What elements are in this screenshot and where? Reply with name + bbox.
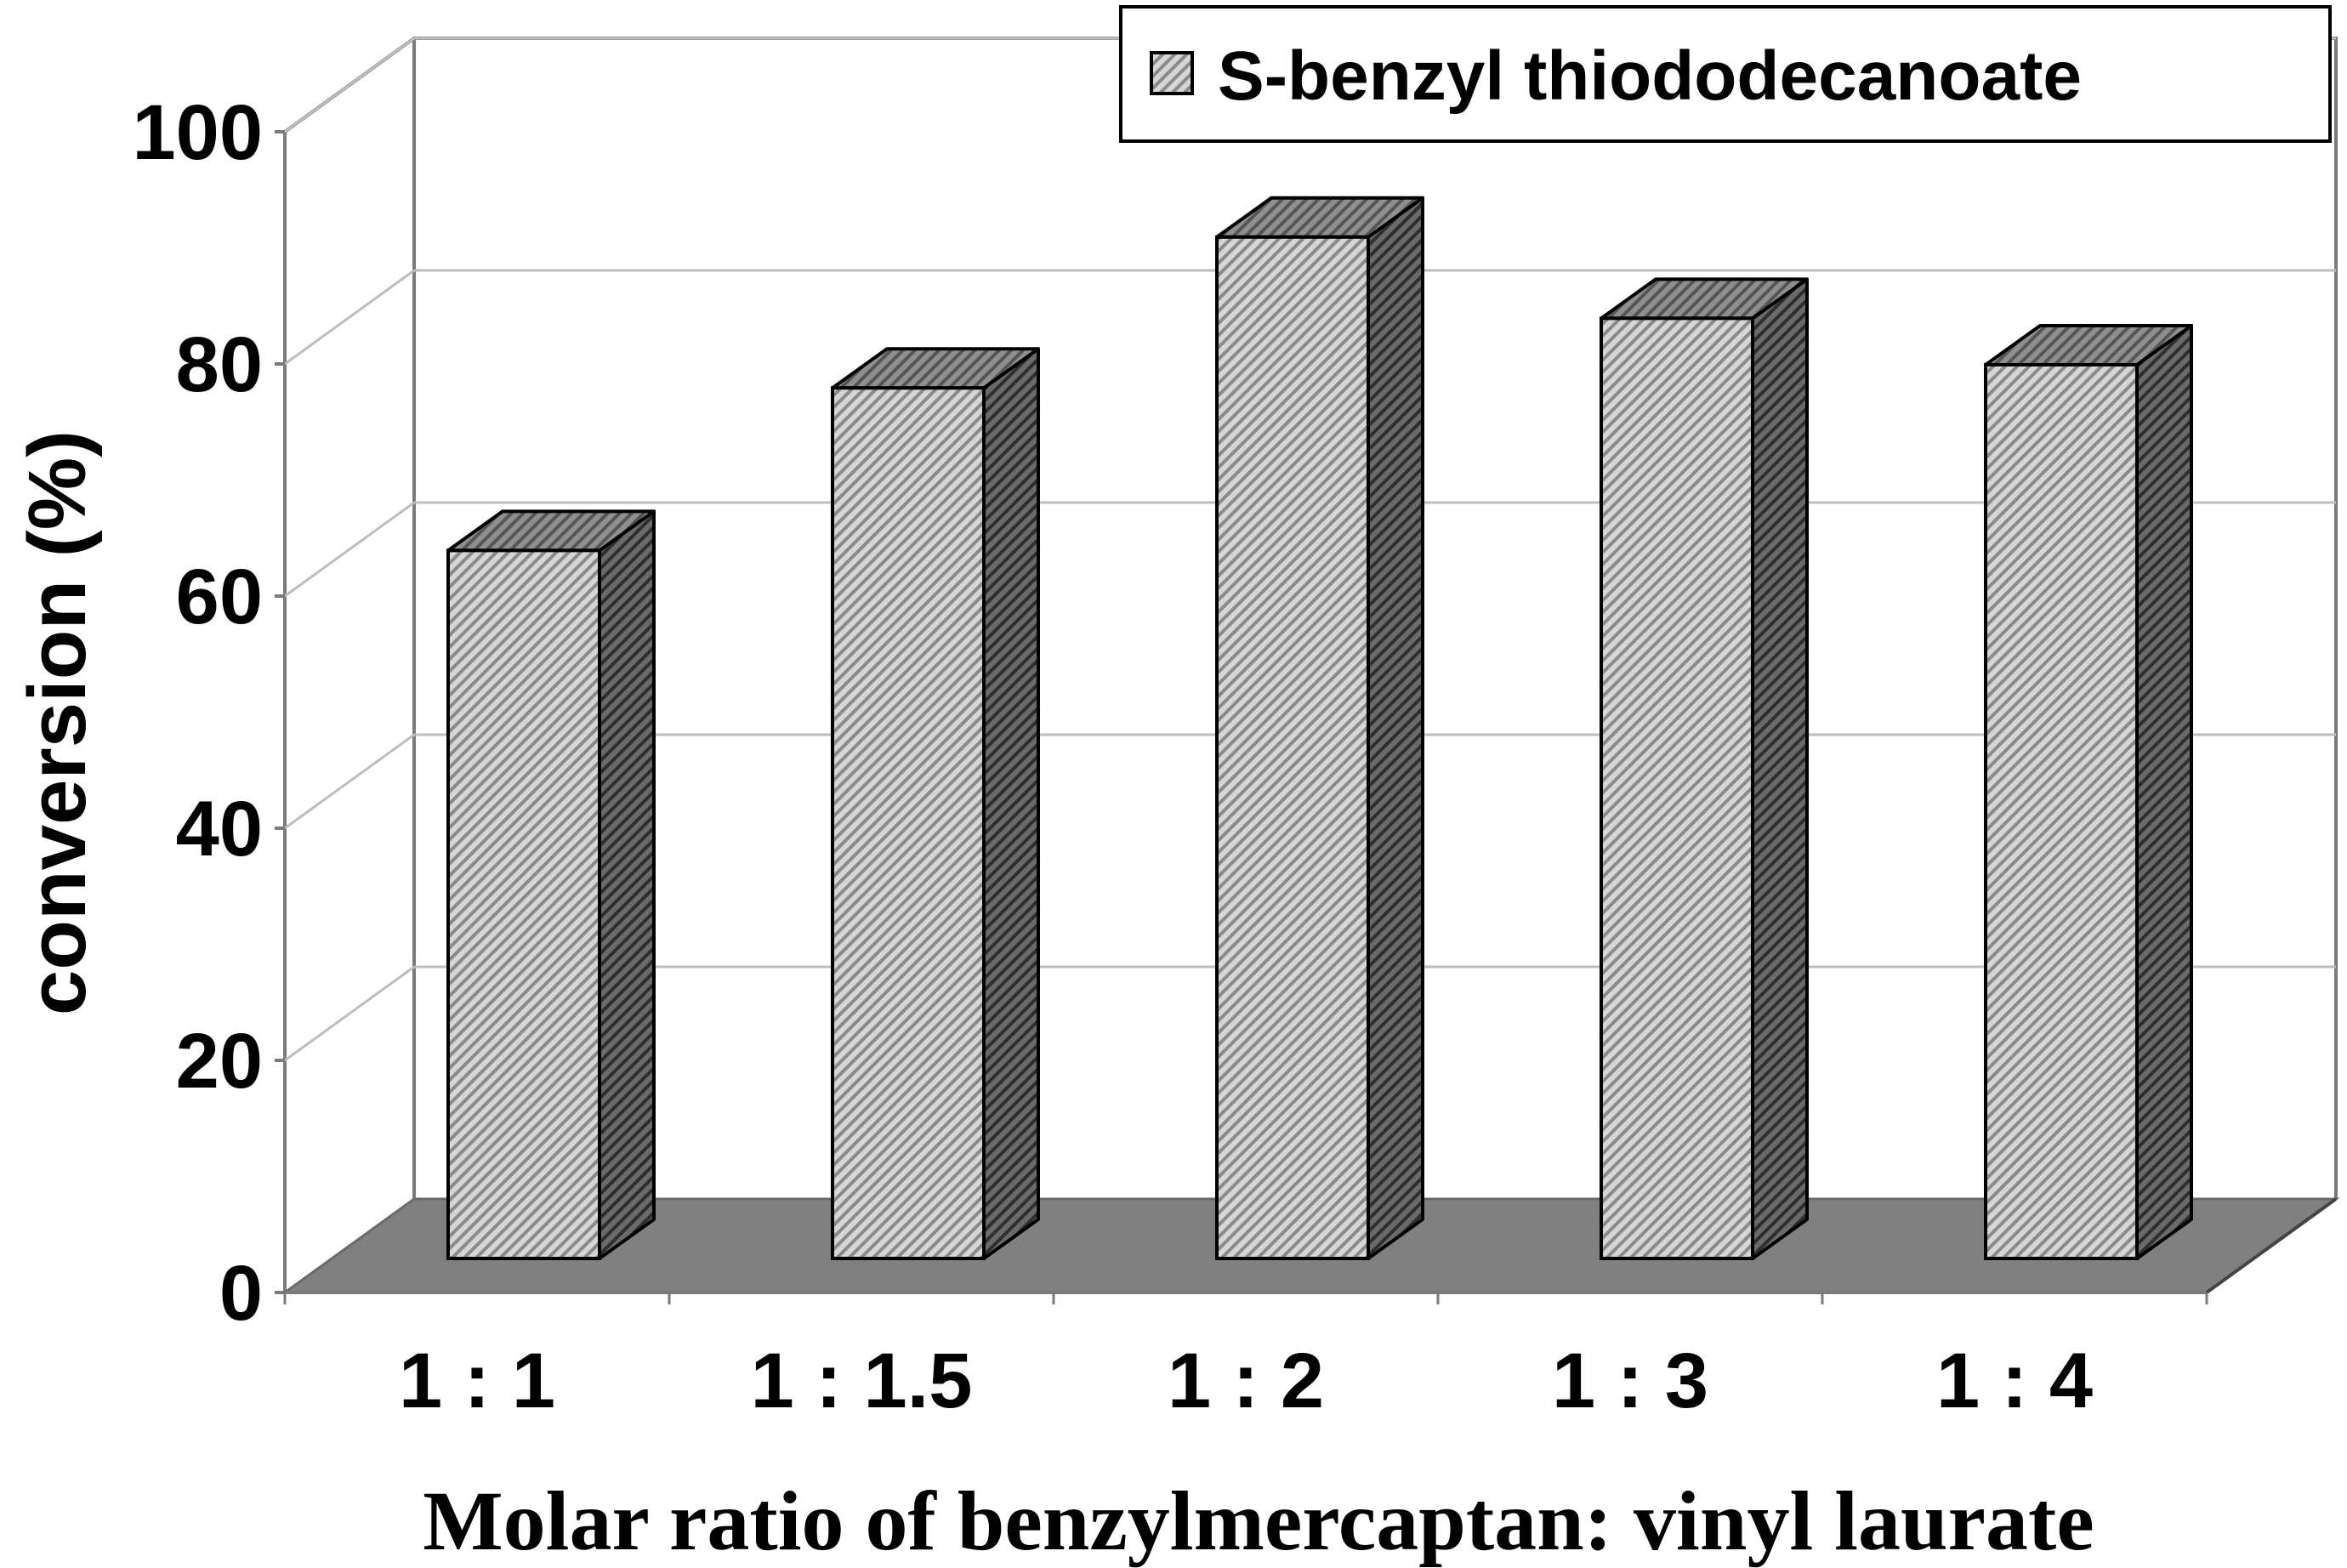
bar bbox=[831, 347, 1040, 1260]
bar-front bbox=[446, 548, 601, 1260]
bars bbox=[446, 196, 2193, 1261]
gridline-side bbox=[284, 733, 415, 830]
x-tick-label: 1 : 2 bbox=[1168, 1338, 1324, 1424]
y-tick-labels: 0 20 40 60 80 100 bbox=[133, 89, 264, 1337]
y-tick-label: 100 bbox=[133, 89, 264, 176]
bar-front bbox=[1600, 316, 1754, 1261]
x-tick-label: 1 : 1.5 bbox=[751, 1338, 973, 1424]
gridline-side bbox=[284, 965, 415, 1062]
legend: S-benzyl thiododecanoate bbox=[1119, 5, 2332, 143]
legend-box bbox=[1119, 5, 2332, 143]
x-tick-label: 1 : 4 bbox=[1936, 1338, 2093, 1424]
y-tick-label: 0 bbox=[219, 1250, 263, 1337]
floor-right-edge bbox=[2205, 1197, 2338, 1294]
bar-side bbox=[1367, 196, 1424, 1260]
bar bbox=[1600, 277, 1809, 1261]
x-tick-label: 1 : 1 bbox=[399, 1338, 555, 1424]
x-tick-labels: 1 : 1 1 : 1.5 1 : 2 1 : 3 1 : 4 bbox=[399, 1338, 2093, 1424]
y-tick-label: 60 bbox=[176, 554, 263, 640]
bar-front bbox=[831, 386, 986, 1260]
y-tick-label: 80 bbox=[176, 321, 263, 408]
bar-side bbox=[598, 509, 656, 1260]
x-axis-label: Molar ratio of benzylmercaptan: vinyl la… bbox=[423, 1474, 2094, 1568]
gridline-side bbox=[284, 37, 415, 134]
gridline-side bbox=[284, 501, 415, 598]
bar bbox=[1984, 323, 2193, 1261]
bar-front bbox=[1984, 362, 2139, 1261]
x-tick-label: 1 : 3 bbox=[1552, 1338, 1708, 1424]
legend-label: S-benzyl thiododecanoate bbox=[1218, 37, 2082, 115]
y-tick-label: 20 bbox=[176, 1018, 263, 1105]
y-tick-label: 40 bbox=[176, 786, 263, 872]
bar-front bbox=[1215, 235, 1370, 1260]
bar-side bbox=[2135, 323, 2193, 1260]
bar-side bbox=[1751, 277, 1809, 1260]
bar bbox=[1215, 196, 1424, 1260]
bar bbox=[446, 509, 656, 1260]
bar-side bbox=[982, 347, 1040, 1260]
gridline-side bbox=[284, 269, 415, 366]
legend-swatch bbox=[1150, 51, 1194, 95]
y-axis-label: conversion (%) bbox=[12, 430, 103, 1015]
